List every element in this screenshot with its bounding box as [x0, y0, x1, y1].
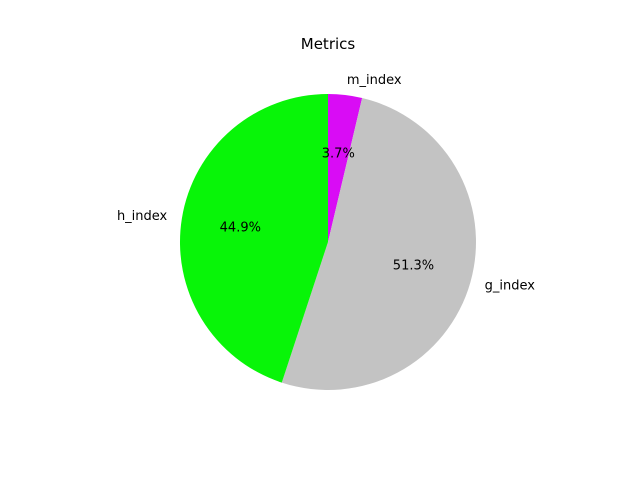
- slice-percent-g-index: 51.3%: [393, 259, 434, 274]
- slice-label-m-index: m_index: [347, 73, 402, 88]
- pie-slice-g-index: [281, 97, 476, 390]
- slice-label-g-index: g_index: [485, 279, 536, 294]
- slice-percent-h-index: 44.9%: [220, 220, 261, 235]
- slice-label-h-index: h_index: [117, 209, 168, 224]
- chart-title: Metrics: [301, 35, 356, 53]
- pie-slices: [179, 93, 476, 390]
- pie-slice-m-index: [328, 94, 363, 242]
- pie-slice-h-index: [179, 93, 328, 383]
- pie-labels: m_index 3.7% g_index 51.3% h_index 44.9%: [117, 73, 535, 294]
- slice-percent-m-index: 3.7%: [322, 146, 355, 161]
